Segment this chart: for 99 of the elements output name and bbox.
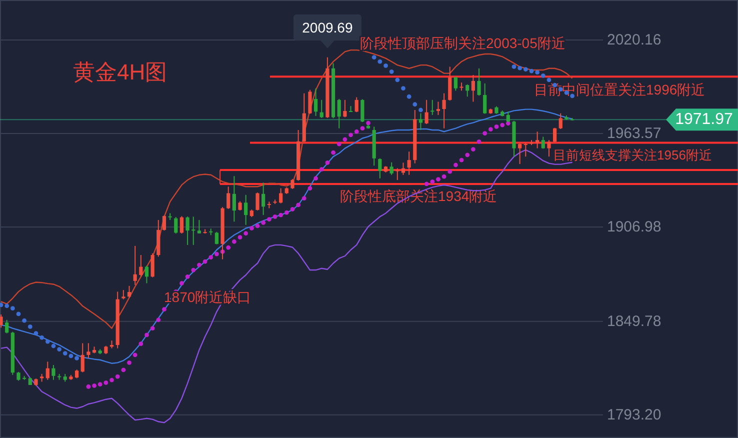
point xyxy=(384,64,388,68)
candlestick xyxy=(232,176,236,222)
candlestick xyxy=(547,140,551,158)
candlestick xyxy=(122,290,126,300)
candlestick xyxy=(244,194,248,226)
candlestick xyxy=(354,96,358,113)
point xyxy=(389,69,394,74)
candlestick xyxy=(214,231,218,245)
candlestick xyxy=(314,88,318,116)
point xyxy=(68,354,74,358)
candlestick xyxy=(180,216,184,234)
point xyxy=(45,339,50,344)
candlestick xyxy=(378,158,382,179)
tooltip: 2009.69 xyxy=(293,14,362,48)
annotation: 2009.69 xyxy=(302,19,353,36)
candlestick xyxy=(192,216,196,246)
ref-line-label: 目前短线支撑关注1956附近 xyxy=(553,148,712,163)
y-tick-label: 1906.98 xyxy=(607,218,662,236)
point xyxy=(523,67,528,72)
candlestick xyxy=(267,201,271,209)
point xyxy=(74,356,79,360)
candlestick xyxy=(436,101,440,116)
candlestick xyxy=(46,361,50,380)
candlestick xyxy=(552,127,557,143)
y-tick-label: 1793.20 xyxy=(607,406,662,424)
candlestick xyxy=(348,106,353,112)
candlestick xyxy=(471,74,475,102)
candlestick xyxy=(401,162,406,176)
y-tick-label: 1849.78 xyxy=(607,312,662,330)
point xyxy=(546,78,552,82)
point xyxy=(51,344,56,348)
point xyxy=(4,304,10,308)
candlestick xyxy=(558,112,562,130)
point xyxy=(401,86,406,91)
ref-line-label: 1971.97 xyxy=(675,111,734,128)
candlestick xyxy=(279,188,283,204)
annotation: 阶段性顶部压制关注2003-05附近 xyxy=(360,35,566,51)
point xyxy=(406,94,412,99)
point xyxy=(529,68,534,74)
candlestick xyxy=(442,92,446,129)
candlestick xyxy=(174,216,178,234)
candlestick xyxy=(518,142,522,164)
candlestick xyxy=(430,99,434,116)
point xyxy=(0,302,4,308)
candlestick xyxy=(127,285,132,298)
candlestick xyxy=(337,98,341,129)
point xyxy=(535,70,540,75)
point xyxy=(16,312,21,316)
candlestick xyxy=(536,131,540,149)
candlestick xyxy=(197,219,202,234)
point xyxy=(512,64,516,69)
candlestick xyxy=(454,76,458,92)
candlestick xyxy=(483,82,487,114)
point xyxy=(418,108,423,112)
candlestick xyxy=(238,200,242,211)
candlestick xyxy=(448,66,452,102)
candlestick xyxy=(186,216,190,246)
candlestick xyxy=(52,364,56,380)
point xyxy=(10,306,15,311)
candlestick xyxy=(80,342,84,373)
point xyxy=(412,102,418,107)
candlestick xyxy=(139,254,143,277)
candlestick xyxy=(150,252,154,278)
candlestick xyxy=(0,314,3,328)
candlestick xyxy=(396,168,400,181)
point xyxy=(62,351,68,356)
candlestick xyxy=(418,112,423,130)
candlestick xyxy=(524,142,528,158)
point xyxy=(518,66,522,70)
candlestick xyxy=(424,99,428,125)
candlestick xyxy=(262,182,266,216)
title: 黄金4H图 xyxy=(73,60,168,84)
candlestick xyxy=(290,178,294,190)
candlestick xyxy=(162,214,166,232)
point xyxy=(378,59,382,64)
candlestick xyxy=(133,245,137,286)
point xyxy=(395,78,400,82)
candlestick xyxy=(86,342,90,359)
candlestick xyxy=(308,89,312,114)
point xyxy=(540,73,546,78)
candlestick xyxy=(407,151,411,176)
point xyxy=(28,324,32,329)
candlestick xyxy=(256,192,260,211)
point xyxy=(40,335,44,340)
point xyxy=(22,318,27,323)
candlestick xyxy=(5,319,9,334)
candlestick xyxy=(343,99,347,118)
candlestick xyxy=(226,186,230,210)
candlestick xyxy=(477,68,481,96)
candlestick xyxy=(360,98,364,123)
point xyxy=(57,347,62,352)
y-tick-label: 1963.57 xyxy=(607,125,662,142)
point xyxy=(372,55,376,60)
candlestick xyxy=(466,84,470,98)
candlestick xyxy=(144,265,149,284)
candlestick xyxy=(320,99,324,118)
point xyxy=(34,331,38,336)
candlestick xyxy=(390,162,394,176)
y-tick-label: 2020.16 xyxy=(607,32,662,49)
